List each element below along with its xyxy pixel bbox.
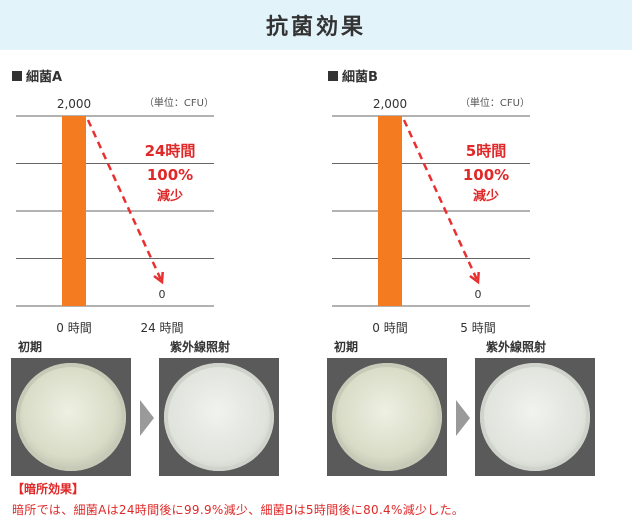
panel-bacteria-b: 細菌B 2,000 （単位：CFU） 0 5時間 100% 減少 0 時間 5 時間 初期 紫… xyxy=(327,58,628,476)
petri-dish-before-image xyxy=(16,363,126,471)
dark-effect-text: 暗所では、細菌Aは24時間後に99.9%減少、細菌Bは5時間後に80.4%減少し… xyxy=(12,503,465,517)
arrow-right-icon xyxy=(456,400,470,436)
dark-effect-section: 【暗所効果】 暗所では、細菌Aは24時間後に99.9%減少、細菌Bは5時間後に8… xyxy=(12,480,622,518)
caption-initial: 初期 xyxy=(18,340,43,354)
reduction-annotation: 100% xyxy=(147,166,193,184)
bar xyxy=(378,116,402,306)
page-title: 抗菌効果 xyxy=(265,15,366,40)
x-tick-label: 5 時間 xyxy=(460,321,495,335)
data-label: 0 xyxy=(159,288,166,301)
petri-dish-before-image xyxy=(332,363,442,471)
trend-arrow xyxy=(86,119,164,283)
x-tick-label: 0 時間 xyxy=(372,321,407,335)
header-banner: 抗菌効果 xyxy=(0,0,632,50)
caption-initial: 初期 xyxy=(334,340,359,354)
unit-label: （単位：CFU） xyxy=(460,96,530,109)
trend-arrow xyxy=(402,119,480,283)
data-label: 0 xyxy=(475,288,482,301)
panel-bacteria-a: 細菌A 2,000 （単位：CFU） 0 24時間 100% 減少 0 時間 24 時間 初期… xyxy=(11,58,312,476)
reduction-annotation: 減少 xyxy=(473,188,499,204)
arrow-head-icon xyxy=(469,271,480,285)
y-max-label: 2,000 xyxy=(57,97,91,111)
caption-uv: 紫外線照射 xyxy=(486,340,547,354)
square-bullet-icon xyxy=(12,70,22,81)
reduction-annotation: 5時間 xyxy=(466,142,506,160)
bar xyxy=(62,116,86,306)
caption-uv: 紫外線照射 xyxy=(170,340,231,354)
arrow-head-icon xyxy=(153,271,164,285)
reduction-annotation: 100% xyxy=(463,166,509,184)
x-tick-label: 0 時間 xyxy=(56,321,91,335)
dark-effect-title: 【暗所効果】 xyxy=(12,482,85,496)
chart-bacteria-a: 2,000 （単位：CFU） 0 24時間 100% 減少 0 時間 24 時間 xyxy=(16,96,214,335)
petri-dish-after-image xyxy=(480,363,590,471)
square-bullet-icon xyxy=(328,70,338,81)
x-tick-label: 24 時間 xyxy=(140,321,183,335)
panel-label-text: 細菌B xyxy=(342,70,378,85)
petri-dish-after-image xyxy=(164,363,274,471)
chart-bacteria-b: 2,000 （単位：CFU） 0 5時間 100% 減少 0 時間 5 時間 xyxy=(332,96,530,335)
panel-label: 細菌A xyxy=(12,66,62,85)
unit-label: （単位：CFU） xyxy=(144,96,214,109)
reduction-annotation: 減少 xyxy=(157,188,183,204)
panel-label-text: 細菌A xyxy=(26,70,63,85)
panel-label: 細菌B xyxy=(328,66,378,85)
arrow-right-icon xyxy=(140,400,154,436)
y-max-label: 2,000 xyxy=(373,97,407,111)
reduction-annotation: 24時間 xyxy=(145,142,196,160)
